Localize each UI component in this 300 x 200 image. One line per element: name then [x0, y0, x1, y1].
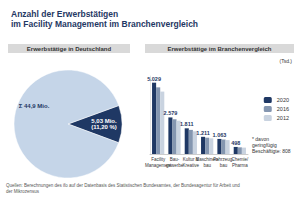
svg-text:bau: bau: [220, 163, 228, 168]
svg-text:2016: 2016: [277, 106, 289, 112]
svg-text:1.811: 1.811: [180, 121, 193, 127]
svg-text:* davon: * davon: [252, 136, 271, 142]
svg-text:Σ 44,9 Mio.: Σ 44,9 Mio.: [19, 103, 50, 109]
svg-text:Quellen: Berechnungen des ifo: Quellen: Berechnungen des ifo auf der Da…: [6, 183, 241, 188]
svg-text:Erwerbstätige in Deutschland: Erwerbstätige in Deutschland: [27, 46, 112, 52]
svg-text:Anzahl der Erwerbstätigen: Anzahl der Erwerbstätigen: [11, 9, 118, 19]
svg-text:2012: 2012: [277, 115, 289, 121]
svg-text:1.211: 1.211: [196, 130, 209, 136]
svg-text:(Tsd.): (Tsd.): [280, 58, 293, 64]
svg-text:bau: bau: [203, 163, 211, 168]
svg-text:498: 498: [231, 140, 240, 146]
svg-text:Fahrzeug-: Fahrzeug-: [213, 157, 234, 163]
svg-text:1.063: 1.063: [213, 132, 227, 138]
svg-text:Chemie/: Chemie/: [231, 157, 249, 162]
svg-text:(11,20 %): (11,20 %): [91, 124, 117, 130]
svg-text:geringfügig: geringfügig: [252, 142, 279, 148]
svg-text:Kreative: Kreative: [183, 163, 200, 168]
svg-text:gewerbe: gewerbe: [166, 163, 184, 168]
svg-text:im Facility Management im Bran: im Facility Management im Branchenvergle…: [11, 19, 198, 29]
svg-text:Bau-: Bau-: [170, 157, 180, 162]
svg-text:5,03 Mio.: 5,03 Mio.: [91, 118, 117, 125]
svg-text:Erwerbstätige im Branchenvergl: Erwerbstätige im Branchenvergleich: [167, 46, 271, 52]
svg-text:Management: Management: [145, 162, 172, 168]
svg-text:Maschinen-: Maschinen-: [195, 157, 219, 163]
svg-text:Pharma: Pharma: [232, 163, 248, 168]
svg-text:2.579: 2.579: [164, 110, 178, 116]
svg-text:Beschäftigte: 808: Beschäftigte: 808: [252, 148, 291, 154]
svg-text:Kultur &: Kultur &: [182, 157, 199, 163]
svg-text:5.029: 5.029: [147, 76, 161, 82]
svg-text:2020: 2020: [277, 97, 289, 103]
svg-text:Facility: Facility: [151, 157, 166, 162]
svg-text:der Mikrozensus: der Mikrozensus: [6, 189, 40, 194]
